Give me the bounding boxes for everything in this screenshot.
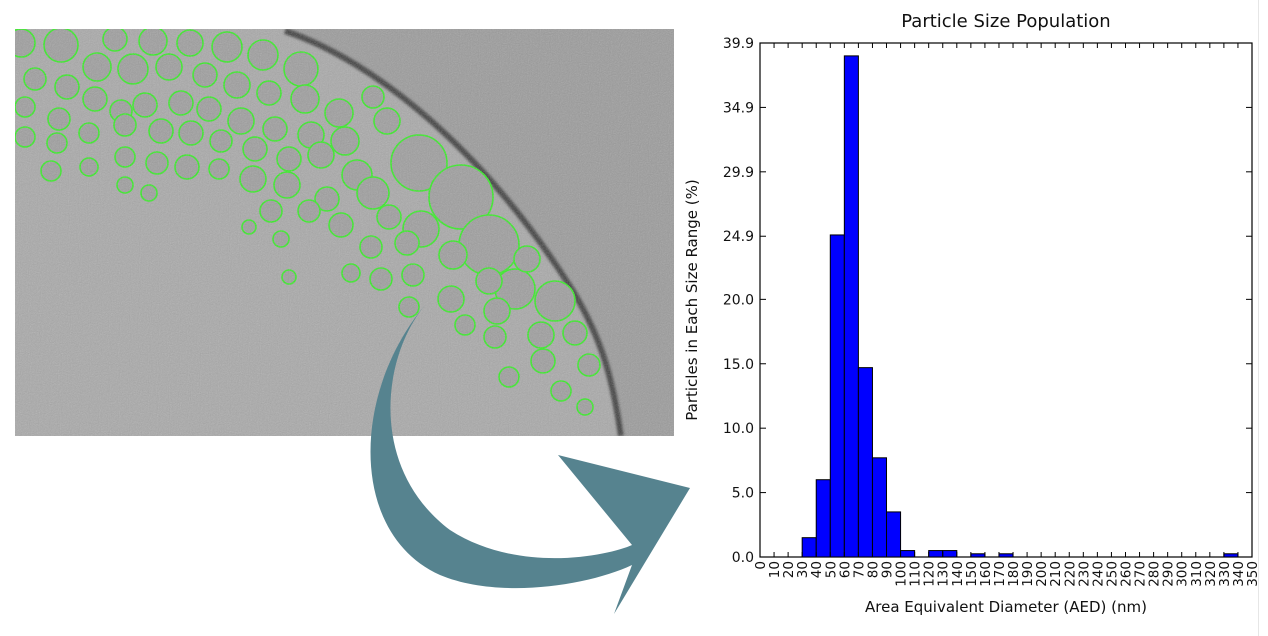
micrograph-noise — [15, 29, 674, 436]
histogram-bar-70 — [857, 367, 873, 558]
x-tick-label: 240 — [1090, 561, 1106, 587]
right-edge-divider — [1258, 0, 1259, 636]
x-tick-label: 80 — [865, 561, 881, 578]
x-tick-label: 280 — [1147, 561, 1163, 587]
y-axis-label: Particles in Each Size Range (%) — [683, 179, 701, 421]
x-tick-label: 40 — [809, 561, 825, 578]
x-tick-label: 330 — [1217, 561, 1233, 587]
y-tick-label: 39.9 — [723, 36, 754, 52]
x-tick-label: 290 — [1161, 561, 1177, 587]
histogram-bar-90 — [886, 511, 902, 558]
x-axis-ticks: 0102030405060708090100110120130140150160… — [753, 43, 1261, 587]
histogram-bar-330 — [1223, 553, 1239, 558]
chart-title: Particle Size Population — [901, 11, 1111, 32]
x-tick-label: 130 — [936, 561, 952, 587]
y-tick-label: 29.9 — [723, 165, 754, 181]
x-tick-label: 250 — [1104, 561, 1120, 587]
x-tick-label: 100 — [894, 561, 910, 587]
x-tick-label: 260 — [1118, 561, 1134, 587]
x-tick-label: 310 — [1189, 561, 1205, 587]
y-tick-label: 5.0 — [732, 486, 754, 502]
x-tick-label: 300 — [1175, 561, 1191, 587]
y-axis-ticks: 0.0 5.0 10.0 15.0 20.0 24.9 29.9 34.9 39.9 — [723, 36, 1252, 566]
histogram-bars — [801, 55, 1239, 558]
x-tick-label: 90 — [880, 561, 896, 578]
x-tick-label: 170 — [992, 561, 1008, 587]
x-tick-label: 180 — [1006, 561, 1022, 587]
x-tick-label: 10 — [767, 561, 783, 578]
x-tick-label: 120 — [922, 561, 938, 587]
x-tick-label: 230 — [1076, 561, 1092, 587]
histogram-bar-120 — [928, 550, 944, 558]
histogram-bar-60 — [843, 55, 859, 558]
x-tick-label: 320 — [1203, 561, 1219, 587]
histogram-bar-150 — [970, 553, 986, 558]
x-tick-label: 70 — [851, 561, 867, 578]
y-tick-label: 34.9 — [723, 100, 754, 116]
y-tick-label: 24.9 — [723, 229, 754, 245]
histogram-bar-50 — [829, 234, 845, 558]
histogram-bar-80 — [871, 457, 888, 558]
y-tick-label: 0.0 — [732, 550, 754, 566]
x-tick-label: 270 — [1133, 561, 1149, 587]
y-tick-label: 20.0 — [723, 292, 754, 308]
x-tick-label: 50 — [823, 561, 839, 578]
histogram-bar-130 — [942, 550, 958, 558]
x-tick-label: 220 — [1062, 561, 1078, 587]
histogram-bar-100 — [900, 550, 916, 558]
x-tick-label: 190 — [1020, 561, 1036, 587]
x-tick-label: 30 — [795, 561, 811, 578]
x-tick-label: 200 — [1034, 561, 1050, 587]
curved-arrow-shape — [370, 305, 690, 614]
x-tick-label: 60 — [837, 561, 853, 578]
x-tick-label: 160 — [978, 561, 994, 587]
histogram-bar-40 — [815, 479, 831, 558]
x-tick-label: 210 — [1048, 561, 1064, 587]
y-tick-label: 15.0 — [723, 357, 754, 373]
x-axis-label: Area Equivalent Diameter (AED) (nm) — [865, 598, 1147, 616]
x-tick-label: 150 — [964, 561, 980, 587]
x-tick-label: 140 — [950, 561, 966, 587]
x-tick-label: 350 — [1245, 561, 1261, 587]
histogram-bar-30 — [801, 537, 817, 558]
micrograph-canvas — [15, 29, 674, 436]
x-tick-label: 340 — [1231, 561, 1247, 587]
histogram-bar-170 — [998, 553, 1014, 558]
x-tick-label: 0 — [753, 561, 769, 570]
x-tick-label: 110 — [908, 561, 924, 587]
micrograph-image — [15, 29, 674, 436]
y-tick-label: 10.0 — [723, 421, 754, 437]
x-tick-label: 20 — [781, 561, 797, 578]
